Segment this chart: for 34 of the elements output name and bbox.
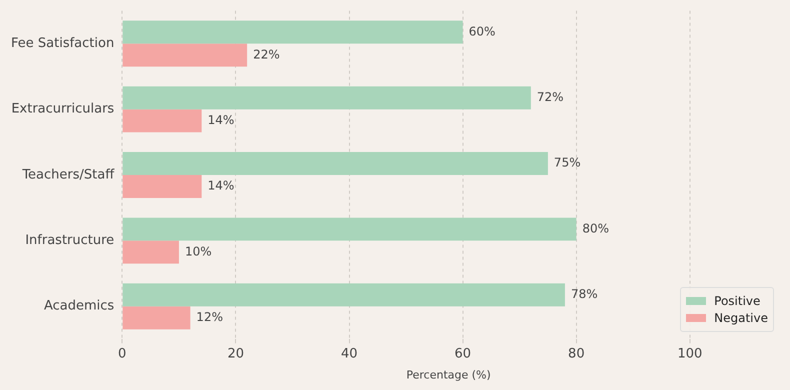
bar xyxy=(122,283,565,306)
data-label: 10% xyxy=(184,244,212,258)
legend-label: Negative xyxy=(714,311,768,325)
y-tick-label: Academics xyxy=(44,298,114,314)
bar xyxy=(122,175,202,198)
data-label: 75% xyxy=(554,156,581,170)
x-tick-label: 60 xyxy=(454,346,472,362)
bar xyxy=(122,20,463,44)
data-label: 12% xyxy=(196,310,223,324)
data-label: 80% xyxy=(582,221,609,236)
legend-label: Positive xyxy=(714,294,760,308)
bar xyxy=(122,152,548,175)
x-tick-label: 40 xyxy=(340,346,358,362)
x-tick-label: 100 xyxy=(677,346,702,362)
x-tick-label: 0 xyxy=(118,346,126,362)
bar xyxy=(122,240,179,264)
bar xyxy=(122,86,531,110)
data-label: 60% xyxy=(468,24,496,38)
data-label: 72% xyxy=(536,90,564,104)
bar xyxy=(122,218,576,241)
y-tick-label: Fee Satisfaction xyxy=(11,36,114,52)
data-label: 22% xyxy=(253,47,280,62)
y-tick-label: Extracurriculars xyxy=(11,102,114,117)
data-label: 14% xyxy=(208,112,234,127)
y-tick-label: Teachers/Staff xyxy=(21,167,116,182)
bar xyxy=(122,44,248,67)
bar xyxy=(122,109,202,132)
x-axis-title: Percentage (%) xyxy=(406,368,491,382)
x-tick-label: 20 xyxy=(227,346,244,362)
y-tick-label: Infrastructure xyxy=(25,233,114,248)
data-label: 14% xyxy=(208,178,234,193)
x-tick-label: 80 xyxy=(568,346,585,362)
bar xyxy=(122,306,190,330)
data-label: 78% xyxy=(570,286,598,301)
